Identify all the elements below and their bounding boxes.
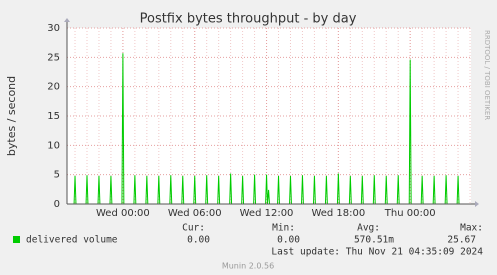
stat-header: Max: [460, 223, 483, 234]
axis-arrow [64, 18, 70, 22]
stat-header: Min: [272, 223, 295, 234]
y-tick-label: 25 [47, 52, 60, 63]
stat-header: Avg: [357, 223, 380, 234]
y-tick-label: 5 [54, 170, 60, 181]
x-tick-label: Wed 06:00 [168, 208, 222, 219]
y-tick-label: 0 [54, 199, 60, 210]
y-tick-label: 30 [47, 23, 60, 34]
x-tick-label: Wed 00:00 [96, 208, 150, 219]
axis-arrow [475, 201, 479, 207]
y-tick-label: 20 [47, 82, 60, 93]
stat-header: Cur: [182, 223, 205, 234]
last-update: Last update: Thu Nov 21 04:35:09 2024 [271, 247, 483, 258]
y-tick-label: 10 [47, 140, 60, 151]
y-tick-label: 15 [47, 111, 60, 122]
stat-value: 0.00 [277, 235, 300, 246]
side-label: RRDTOOL / TOBI OETIKER [483, 30, 491, 120]
legend-label: delivered volume [26, 235, 118, 246]
x-tick-label: Wed 18:00 [311, 208, 365, 219]
stat-value: 25.67 [447, 235, 476, 246]
y-axis-label: bytes / second [5, 76, 18, 156]
legend-swatch [13, 236, 20, 243]
x-tick-label: Thu 00:00 [384, 208, 436, 219]
x-tick-label: Wed 12:00 [240, 208, 294, 219]
stat-value: 570.51m [354, 235, 394, 246]
chart-title: Postfix bytes throughput - by day [140, 12, 357, 27]
stat-value: 0.00 [187, 235, 210, 246]
footer: Munin 2.0.56 [222, 262, 274, 271]
